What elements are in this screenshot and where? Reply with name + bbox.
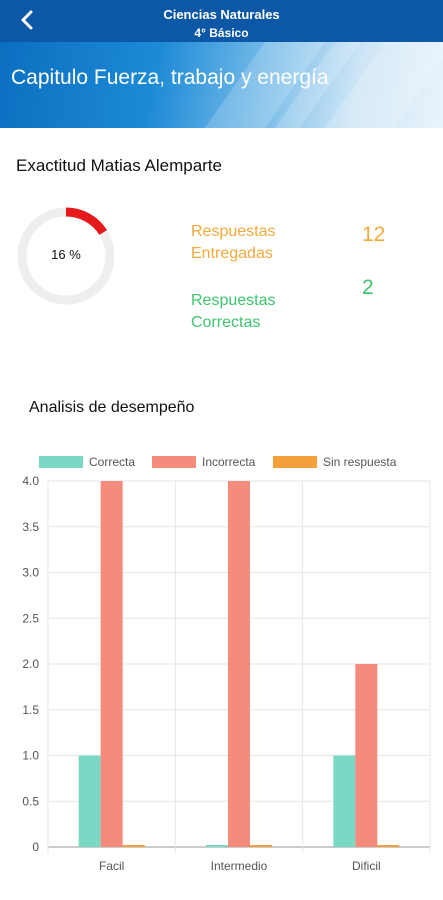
bar [250, 845, 272, 847]
legend-swatch-sin-respuesta [273, 456, 317, 468]
bar [228, 481, 250, 847]
bar [377, 845, 400, 847]
accuracy-percent: 16 % [51, 247, 81, 262]
correct-label-line2: Correctas [191, 314, 261, 331]
accuracy-title: Exactitud Matias Alemparte [16, 156, 222, 175]
legend-label-correcta: Correcta [89, 455, 136, 469]
bar [355, 664, 378, 847]
ring-progress [17, 207, 115, 305]
chapter-banner [0, 42, 443, 128]
y-tick-label: 2.5 [22, 611, 39, 625]
y-tick-label: 1.5 [22, 703, 39, 717]
bar [78, 755, 101, 847]
legend-label-incorrecta: Incorrecta [202, 455, 256, 469]
accuracy-ring [17, 207, 115, 305]
y-tick-label: 2.0 [22, 657, 39, 671]
performance-chart: 0 0.5 1.0 1.5 2.0 2.5 3.0 3.5 4.0 Facil Intermedio… [22, 474, 431, 873]
y-tick-label: 3.5 [22, 520, 39, 534]
y-tick-label: 3.0 [22, 566, 39, 580]
x-tick-label: Dificil [352, 859, 381, 873]
top-bar: Ciencias Naturales 4° Básico [0, 0, 443, 42]
delivered-value: 12 [362, 223, 386, 246]
bar [206, 845, 228, 847]
bar [100, 481, 123, 847]
delivered-label: Respuestas Entregadas [191, 221, 301, 265]
delivered-label-line1: Respuestas [191, 223, 276, 240]
correct-value: 2 [362, 276, 374, 299]
analysis-title: Analisis de desempeño [29, 399, 195, 416]
y-tick-label: 1.0 [22, 749, 39, 763]
bar [122, 845, 145, 847]
correct-label-line1: Respuestas [191, 292, 276, 309]
delivered-label-line2: Entregadas [191, 245, 273, 262]
y-tick-label: 0.5 [22, 794, 39, 808]
legend-label-sin-respuesta: Sin respuesta [323, 455, 397, 469]
header-title: Ciencias Naturales [163, 7, 280, 22]
x-tick-label: Facil [99, 859, 124, 873]
x-tick-label: Intermedio [211, 859, 268, 873]
legend-swatch-correcta [39, 456, 83, 468]
legend-swatch-incorrecta [152, 456, 196, 468]
chapter-title: Capitulo Fuerza, trabajo y energía [11, 66, 329, 89]
header-subtitle: 4° Básico [194, 26, 249, 40]
y-tick-label: 4.0 [22, 474, 39, 488]
correct-label: Respuestas Correctas [191, 290, 301, 334]
y-tick-label: 0 [32, 840, 39, 854]
bar [333, 755, 356, 847]
chevron-left-icon[interactable] [14, 6, 42, 34]
